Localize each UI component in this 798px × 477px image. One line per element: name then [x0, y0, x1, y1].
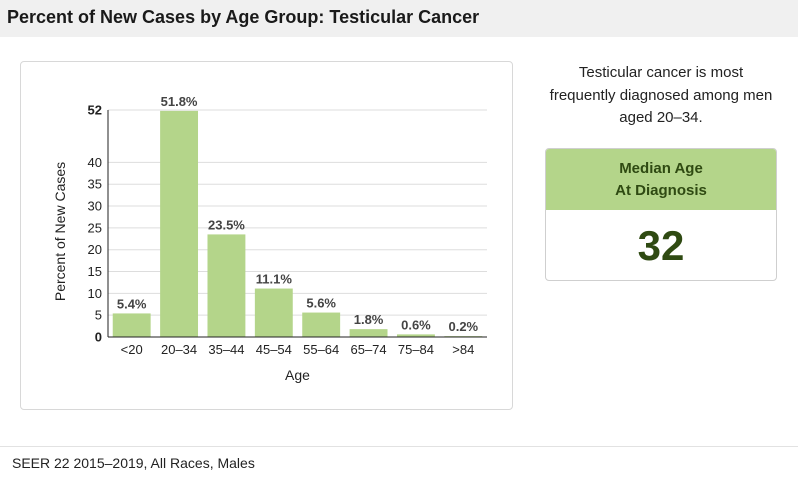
x-tick-label: 75–84 — [398, 342, 434, 357]
y-tick-label: 5 — [95, 308, 102, 323]
data-label: 11.1% — [256, 272, 293, 287]
bar-chart: 5.4% 51.8% 23.5% 11.1% 5.6% 1.8% 0.6% 0.2% 0 5 10… — [52, 94, 487, 383]
header-bar: Percent of New Cases by Age Group: Testi… — [0, 0, 798, 37]
x-axis-title: Age — [285, 367, 310, 383]
axes: 0 5 10 15 20 25 30 35 40 52 <20 20–34 35–44 45–54 55–6… — [52, 103, 487, 383]
footer-divider — [0, 446, 798, 447]
data-label: 0.2% — [448, 319, 478, 334]
data-labels: 5.4% 51.8% 23.5% 11.1% 5.6% 1.8% 0.6% 0.2% — [117, 94, 479, 334]
y-tick-label: 35 — [88, 177, 102, 192]
data-label: 1.8% — [354, 312, 384, 327]
data-label: 5.4% — [117, 296, 147, 311]
y-tick-label: 15 — [88, 264, 102, 279]
median-age-heading: Median Age At Diagnosis — [546, 149, 776, 210]
source-note: SEER 22 2015–2019, All Races, Males — [12, 455, 255, 471]
y-tick-label: 30 — [88, 199, 102, 214]
x-tick-label: <20 — [121, 342, 143, 357]
data-label: 0.6% — [401, 317, 431, 332]
summary-line: Testicular cancer is most — [578, 64, 744, 81]
summary-line: frequently diagnosed among men — [549, 86, 773, 104]
y-tick-label: 52 — [88, 103, 102, 118]
median-age-card: Median Age At Diagnosis 32 — [545, 148, 777, 281]
bar — [254, 288, 293, 337]
y-tick-label: 10 — [88, 286, 102, 301]
bar — [396, 334, 435, 337]
x-tick-label: 35–44 — [208, 342, 244, 357]
median-heading-line: Median Age — [619, 159, 703, 177]
bar — [112, 313, 151, 337]
bar — [207, 234, 246, 337]
x-tick-label: 55–64 — [303, 342, 339, 357]
chart-card: 5.4% 51.8% 23.5% 11.1% 5.6% 1.8% 0.6% 0.2% 0 5 10… — [20, 61, 513, 410]
page-title: Percent of New Cases by Age Group: Testi… — [7, 7, 480, 27]
data-label: 51.8% — [161, 94, 198, 109]
x-tick-label: 20–34 — [161, 342, 197, 357]
median-heading-line: At Diagnosis — [615, 181, 707, 199]
y-tick-label: 0 — [95, 330, 102, 345]
data-label: 5.6% — [306, 296, 336, 311]
data-label: 23.5% — [208, 217, 245, 232]
y-axis-title: Percent of New Cases — [52, 162, 68, 301]
y-tick-label: 25 — [88, 220, 102, 235]
summary-text: Testicular cancer is most frequently dia… — [545, 62, 777, 130]
y-tick-label: 40 — [88, 155, 102, 170]
x-tick-label: 65–74 — [350, 342, 386, 357]
x-tick-label: 45–54 — [256, 342, 292, 357]
y-tick-label: 20 — [88, 242, 102, 257]
bar — [160, 110, 199, 337]
median-age-value: 32 — [637, 222, 685, 269]
bar — [302, 312, 341, 337]
summary-line: aged 20–34. — [619, 109, 703, 126]
x-tick-label: >84 — [452, 342, 474, 357]
bar — [349, 329, 388, 337]
bars — [112, 110, 483, 337]
